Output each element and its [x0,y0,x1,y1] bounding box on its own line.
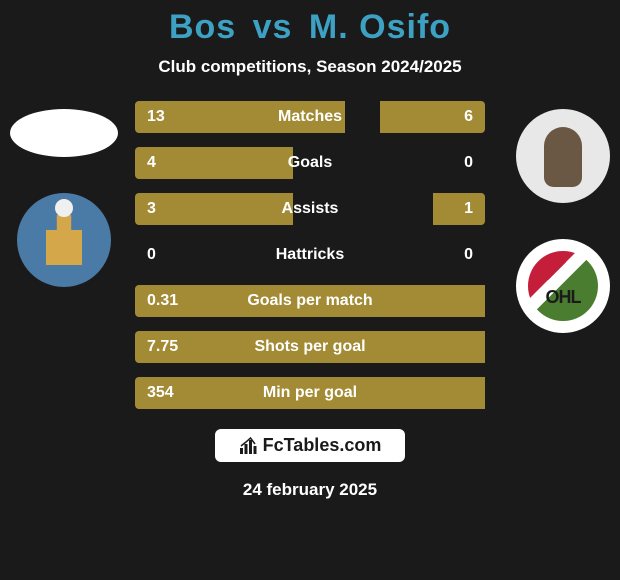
vs-label: vs [253,8,293,46]
player1-name: Bos [169,8,236,46]
brand-logo-box: FcTables.com [215,429,406,462]
footer: FcTables.com 24 february 2025 [0,429,620,500]
bar-label: Matches [135,108,485,126]
player2-club-badge: OHL [516,239,610,333]
footer-date: 24 february 2025 [243,480,377,500]
comparison-title: Bos vs M. Osifo [0,0,620,47]
stat-bar-row: 136Matches [135,101,485,133]
club2-badge-inner: OHL [528,251,598,321]
player2-column: OHL [516,109,610,333]
bar-label: Assists [135,200,485,218]
stat-bar-row: 354Min per goal [135,377,485,409]
stat-bar-row: 31Assists [135,193,485,225]
player2-avatar [516,109,610,203]
stat-bars: 136Matches 40Goals 31Assists 00Hattricks 0.3… [135,101,485,409]
subtitle: Club competitions, Season 2024/2025 [0,57,620,77]
stat-bar-row: 40Goals [135,147,485,179]
stat-bar-row: 7.75Shots per goal [135,331,485,363]
stat-bar-row: 00Hattricks [135,239,485,271]
chart-icon [239,436,259,456]
bar-label: Goals per match [135,292,485,310]
player1-club-badge [17,193,111,287]
bar-label: Shots per goal [135,338,485,356]
stat-bar-row: 0.31Goals per match [135,285,485,317]
player1-column [10,109,118,287]
bar-label: Goals [135,154,485,172]
player1-avatar [10,109,118,157]
bar-label: Hattricks [135,246,485,264]
player2-name: M. Osifo [309,8,451,46]
brand-name: FcTables.com [263,435,382,456]
club2-label: OHL [546,287,581,308]
content-area: OHL 136Matches 40Goals 31Assists 00Hattrick… [0,101,620,409]
bar-label: Min per goal [135,384,485,402]
